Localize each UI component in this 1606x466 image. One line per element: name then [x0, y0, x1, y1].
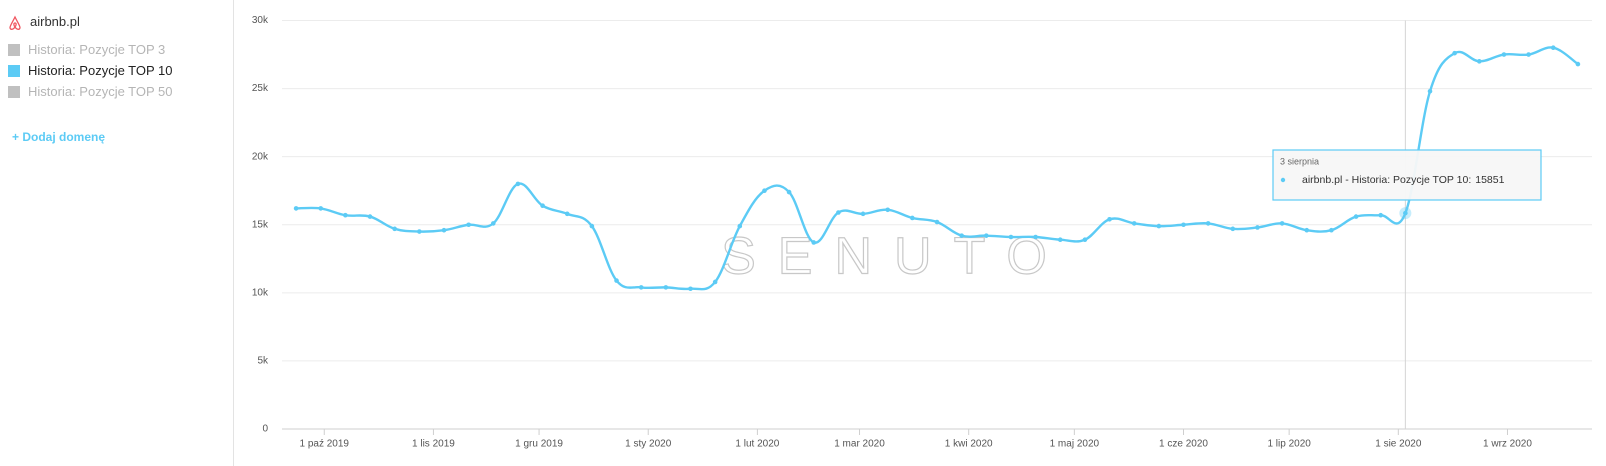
x-tick-label: 1 wrz 2020	[1483, 439, 1532, 450]
point	[688, 286, 693, 292]
legend-item[interactable]: Historia: Pozycje TOP 10	[8, 63, 173, 78]
point	[934, 219, 940, 225]
legend-swatch	[8, 64, 20, 77]
point	[1131, 221, 1137, 226]
tooltip-box	[1272, 149, 1542, 201]
series-line	[296, 46, 1579, 291]
y-tick-label: 0	[262, 424, 268, 435]
point	[417, 229, 422, 234]
point	[1082, 237, 1088, 243]
point	[1501, 52, 1507, 57]
point	[1329, 227, 1334, 233]
y-tick-label: 10k	[252, 287, 269, 298]
point	[1452, 50, 1457, 56]
legend-item[interactable]: Historia: Pozycje TOP 3	[8, 42, 165, 57]
point	[959, 233, 964, 238]
point	[318, 206, 324, 211]
x-tick-label: 1 sty 2020	[625, 439, 672, 450]
point	[1403, 210, 1408, 216]
tooltip-text: airbnb.pl - Historia: Pozycje TOP 10: 158…	[1302, 174, 1505, 186]
tooltip-title: 3 sierpnia	[1280, 156, 1319, 166]
point	[466, 222, 471, 228]
point	[1230, 226, 1236, 232]
point	[1353, 214, 1359, 219]
point	[515, 181, 521, 187]
legend-item[interactable]: Historia: Pozycje TOP 50	[8, 84, 173, 99]
point	[1279, 221, 1285, 226]
domain-icon	[9, 15, 21, 30]
x-tick-label: 1 paź 2019	[300, 439, 350, 450]
point	[343, 212, 348, 218]
y-tick-label: 30k	[252, 15, 269, 26]
x-tick-label: 1 sie 2020	[1375, 439, 1422, 450]
point	[1304, 227, 1310, 233]
legend-swatch	[8, 43, 20, 56]
legend-label: Historia: Pozycje TOP 3	[28, 42, 166, 57]
point	[885, 207, 890, 213]
point	[712, 279, 718, 285]
point	[1427, 89, 1433, 94]
point	[811, 240, 817, 245]
tooltip-value: 15851	[1475, 174, 1504, 186]
point	[392, 226, 397, 232]
hover-halo	[1399, 207, 1412, 220]
point	[540, 203, 545, 208]
point	[490, 221, 496, 226]
x-tick-label: 1 kwi 2020	[945, 439, 993, 450]
point	[1033, 234, 1038, 240]
legend-label: Historia: Pozycje TOP 10	[28, 63, 173, 78]
y-tick-label: 20k	[252, 151, 269, 162]
point	[614, 278, 619, 283]
point	[1477, 59, 1482, 64]
y-tick-label: 25k	[252, 83, 269, 94]
point	[1575, 61, 1581, 67]
point	[1255, 225, 1260, 230]
point	[638, 285, 644, 290]
x-tick-label: 1 gru 2019	[515, 439, 563, 450]
x-tick-label: 1 lis 2019	[412, 439, 455, 450]
point	[1008, 234, 1014, 240]
y-tick-label: 15k	[252, 219, 269, 230]
point	[737, 223, 743, 229]
point	[589, 223, 595, 229]
point	[367, 214, 373, 219]
tooltip: 3 sierpnia airbnb.pl - Historia: Pozycje …	[1272, 149, 1542, 201]
x-tick-label: 1 lip 2020	[1267, 439, 1311, 450]
point	[1378, 212, 1384, 218]
tooltip-label: airbnb.pl - Historia: Pozycje TOP 10:	[1302, 174, 1471, 186]
point	[1550, 45, 1556, 51]
legend-label: Historia: Pozycje TOP 50	[28, 84, 173, 99]
domain-name[interactable]: airbnb.pl	[30, 14, 80, 29]
point	[860, 211, 866, 217]
point	[1057, 237, 1063, 243]
x-tick-label: 1 mar 2020	[834, 439, 885, 450]
point	[1181, 222, 1186, 228]
y-tick-label: 5k	[257, 356, 269, 367]
point	[1526, 52, 1531, 57]
sidebar: airbnb.pl Historia: Pozycje TOP 3 Histori…	[0, 0, 234, 466]
point	[910, 215, 915, 221]
point	[786, 189, 792, 195]
x-tick-label: 1 lut 2020	[735, 439, 779, 450]
point	[1107, 217, 1112, 222]
point	[441, 227, 447, 233]
tooltip-dot	[1280, 177, 1286, 183]
point	[1205, 221, 1211, 226]
point	[564, 211, 570, 217]
point	[984, 233, 989, 238]
point	[1156, 223, 1162, 229]
x-tick-label: 1 maj 2020	[1050, 439, 1100, 450]
x-tick-label: 1 cze 2020	[1159, 439, 1208, 450]
point	[836, 210, 841, 215]
point	[663, 285, 669, 290]
point	[762, 188, 767, 194]
point	[293, 206, 299, 211]
add-domain[interactable]: + Dodaj domenę	[12, 130, 106, 144]
legend-swatch	[8, 85, 20, 98]
